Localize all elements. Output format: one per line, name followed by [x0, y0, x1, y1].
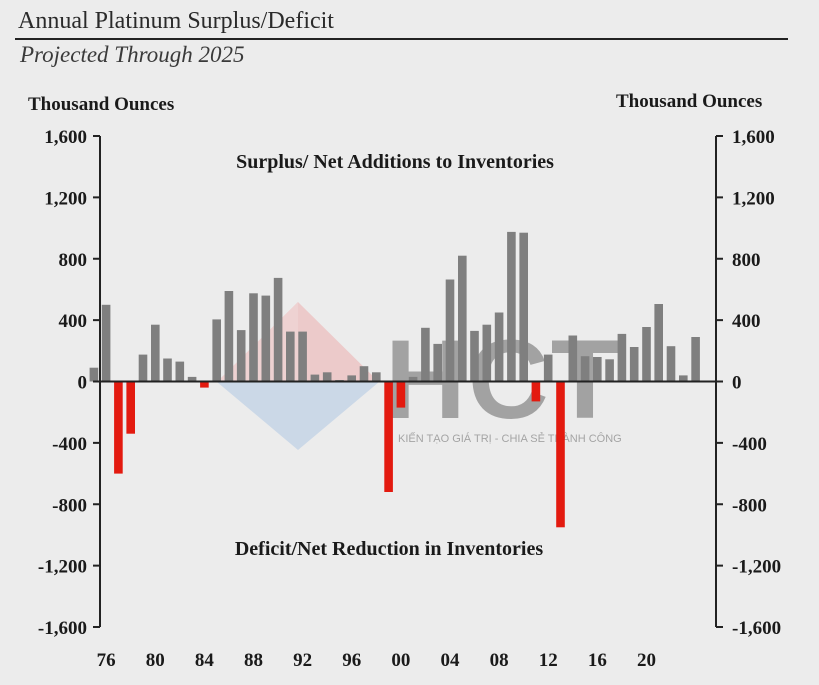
- y-tick-label-left: -1,200: [38, 557, 87, 578]
- y-tick-label-left: 1,600: [44, 127, 87, 148]
- bar-1976: [101, 304, 111, 382]
- y-tick-label-right: 1,200: [732, 188, 775, 209]
- bar-1989: [261, 295, 271, 382]
- bar-1999: [384, 381, 393, 492]
- y-tick-label-left: 1,200: [44, 188, 87, 209]
- x-tick-label: 08: [490, 650, 509, 671]
- bar-2017: [605, 359, 614, 382]
- y-tick-label-right: 0: [732, 373, 742, 394]
- bar-1981: [163, 358, 172, 382]
- bar-1997: [359, 366, 369, 382]
- x-tick-label: 76: [97, 650, 116, 671]
- chart-title: Annual Platinum Surplus/Deficit: [18, 8, 334, 34]
- y-tick-label-right: 1,600: [732, 127, 775, 148]
- bar-2009: [507, 231, 516, 382]
- bar-2010: [519, 232, 528, 382]
- bar-1994: [322, 372, 332, 382]
- x-tick-label: 20: [637, 650, 656, 671]
- y-tick-label-left: 800: [59, 250, 88, 271]
- bar-2022: [666, 346, 676, 382]
- bar-2004: [445, 279, 455, 382]
- bar-2013: [556, 381, 565, 528]
- y-tick-label-left: 0: [78, 373, 88, 394]
- x-tick-label: 00: [391, 650, 410, 671]
- bar-1986: [224, 291, 234, 382]
- bar-1977: [114, 381, 123, 474]
- x-tick-label: 88: [244, 650, 263, 671]
- bar-1998: [372, 372, 381, 382]
- y-tick-label-right: -1,200: [732, 557, 781, 578]
- bar-1984: [200, 381, 209, 388]
- bar-1975: [89, 367, 99, 382]
- x-tick-label: 96: [342, 650, 361, 671]
- y-tick-label-left: -400: [52, 434, 87, 455]
- bar-2002: [421, 327, 430, 382]
- y-tick-label-right: -800: [732, 495, 767, 516]
- bar-1991: [286, 331, 295, 382]
- y-tick-label-left: -800: [52, 495, 87, 516]
- y-tick-label-left: 400: [59, 311, 88, 332]
- bar-2023: [679, 375, 688, 382]
- bar-2005: [458, 255, 467, 382]
- bar-2014: [568, 335, 578, 382]
- bar-2003: [433, 343, 442, 382]
- x-tick-label: 04: [440, 650, 460, 671]
- bar-2011: [531, 381, 541, 402]
- y-tick-label-right: 400: [732, 311, 761, 332]
- y-axis-label-right: Thousand Ounces: [616, 91, 763, 112]
- bar-1996: [347, 375, 356, 382]
- x-tick-label: 12: [539, 650, 558, 671]
- bar-1987: [236, 330, 246, 382]
- y-tick-label-left: -1,600: [38, 618, 87, 639]
- y-tick-label-right: -400: [732, 434, 767, 455]
- surplus-annotation: Surplus/ Net Additions to Inventories: [236, 151, 554, 173]
- y-tick-label-right: 800: [732, 250, 761, 271]
- bar-2021: [654, 304, 663, 382]
- bar-1982: [175, 361, 185, 382]
- bar-1993: [310, 374, 320, 382]
- bar-2024: [691, 337, 700, 382]
- x-tick-label: 80: [146, 650, 165, 671]
- bar-1980: [151, 324, 160, 382]
- bar-1985: [212, 319, 221, 382]
- bar-2007: [482, 324, 492, 382]
- bar-2018: [617, 333, 627, 382]
- bar-2001: [408, 376, 418, 382]
- deficit-annotation: Deficit/Net Reduction in Inventories: [235, 538, 544, 560]
- bar-1983: [187, 376, 197, 382]
- bar-2016: [593, 357, 602, 382]
- bar-2008: [494, 312, 504, 382]
- bar-2000: [396, 381, 406, 408]
- y-tick-label-right: -1,600: [732, 618, 781, 639]
- chart-subtitle: Projected Through 2025: [20, 42, 245, 67]
- bar-1978: [126, 381, 135, 434]
- bar-1990: [273, 277, 283, 382]
- y-axis-label-left: Thousand Ounces: [28, 94, 175, 115]
- x-tick-label: 92: [293, 650, 312, 671]
- bar-2015: [580, 356, 590, 382]
- bar-1992: [298, 331, 307, 382]
- bar-2020: [642, 327, 651, 382]
- bar-2006: [470, 330, 479, 382]
- bar-1979: [138, 354, 148, 382]
- x-tick-label: 84: [195, 650, 215, 671]
- bar-1988: [249, 293, 258, 382]
- bar-2019: [629, 347, 639, 382]
- watermark-tagline: KIẾN TẠO GIÁ TRỊ - CHIA SẺ THÀNH CÔNG: [398, 432, 622, 445]
- x-tick-label: 16: [588, 650, 607, 671]
- bar-2012: [543, 354, 553, 382]
- title-rule: [15, 38, 788, 40]
